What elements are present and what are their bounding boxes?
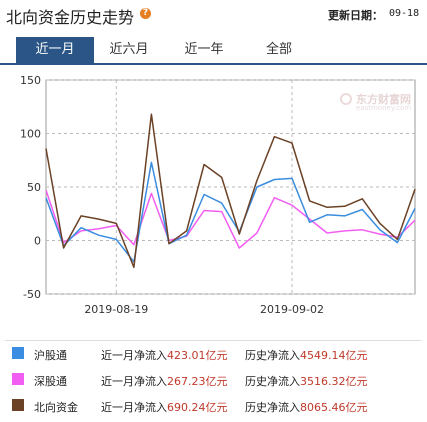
- legend-name: 沪股通: [34, 349, 67, 362]
- legend-name: 深股通: [34, 375, 67, 388]
- tab-all[interactable]: 全部: [265, 42, 292, 57]
- watermark-cn: 东方财富网: [356, 93, 411, 106]
- legend-hist: 历史净流入4549.14亿元: [245, 347, 368, 363]
- hist-prefix: 历史净流入: [245, 401, 300, 414]
- y-tick-label: 0: [34, 235, 41, 248]
- month-unit: 亿元: [205, 375, 228, 388]
- hist-value: 8065.46: [300, 401, 346, 414]
- hist-prefix: 历史净流入: [245, 349, 300, 362]
- tab-one-year[interactable]: 近一年: [184, 42, 224, 57]
- legend-hist: 历史净流入3516.32亿元: [245, 373, 368, 389]
- y-tick-label: 50: [27, 181, 41, 194]
- hist-value: 3516.32: [300, 375, 346, 388]
- hist-unit: 亿元: [345, 349, 368, 362]
- month-prefix: 近一月净流入: [101, 375, 167, 388]
- legend: 沪股通 近一月净流入423.01亿元 历史净流入4549.14亿元 深股通 近一…: [5, 340, 421, 419]
- month-prefix: 近一月净流入: [101, 401, 167, 414]
- hgt-swatch: [12, 347, 24, 359]
- month-value: 267.23: [167, 375, 206, 388]
- series-line-2: [45, 113, 416, 269]
- hist-unit: 亿元: [345, 401, 368, 414]
- hist-unit: 亿元: [345, 375, 368, 388]
- series-line-1: [45, 189, 416, 249]
- x-tick-label: 2019-08-19: [84, 303, 148, 316]
- eastmoney-logo-icon: [340, 93, 352, 105]
- header: 北向资金历史走势 ? 更新日期： 09-18: [0, 0, 427, 30]
- month-unit: 亿元: [205, 401, 228, 414]
- y-tick-label: -50: [23, 288, 41, 301]
- month-prefix: 近一月净流入: [101, 349, 167, 362]
- watermark-en: eastmoney.com: [356, 104, 412, 112]
- y-tick-label: 150: [20, 74, 41, 87]
- help-icon[interactable]: ?: [140, 8, 151, 19]
- hist-value: 4549.14: [300, 349, 346, 362]
- sgt-swatch: [12, 373, 24, 385]
- legend-month: 近一月净流入690.24亿元: [101, 399, 228, 415]
- x-tick-label: 2019-09-02: [260, 303, 324, 316]
- update-date-label: 更新日期：: [328, 9, 383, 22]
- hist-prefix: 历史净流入: [245, 375, 300, 388]
- legend-row-total: 北向资金 近一月净流入690.24亿元 历史净流入8065.46亿元: [5, 393, 421, 419]
- update-date-value: 09-18: [389, 8, 420, 19]
- flow-chart: 150100500-502019-08-192019-09-022019-09-…: [20, 74, 416, 316]
- tab-one-month[interactable]: 近一月: [16, 37, 94, 63]
- legend-month: 近一月净流入267.23亿元: [101, 373, 228, 389]
- month-value: 423.01: [167, 349, 206, 362]
- tab-six-months[interactable]: 近六月: [109, 42, 149, 57]
- month-value: 690.24: [167, 401, 206, 414]
- watermark-logo: 东方财富网 eastmoney.com: [340, 91, 420, 115]
- total-swatch: [12, 399, 24, 411]
- legend-name: 北向资金: [34, 401, 78, 414]
- legend-hist: 历史净流入8065.46亿元: [245, 399, 368, 415]
- month-unit: 亿元: [205, 349, 228, 362]
- legend-row-hgt: 沪股通 近一月净流入423.01亿元 历史净流入4549.14亿元: [5, 341, 421, 367]
- range-tabs: 近一月 近六月 近一年 全部: [0, 33, 427, 65]
- y-tick-label: 100: [20, 128, 41, 141]
- page-title: 北向资金历史走势: [6, 8, 135, 27]
- legend-month: 近一月净流入423.01亿元: [101, 347, 228, 363]
- legend-row-sgt: 深股通 近一月净流入267.23亿元 历史净流入3516.32亿元: [5, 367, 421, 393]
- series-line-0: [45, 161, 416, 263]
